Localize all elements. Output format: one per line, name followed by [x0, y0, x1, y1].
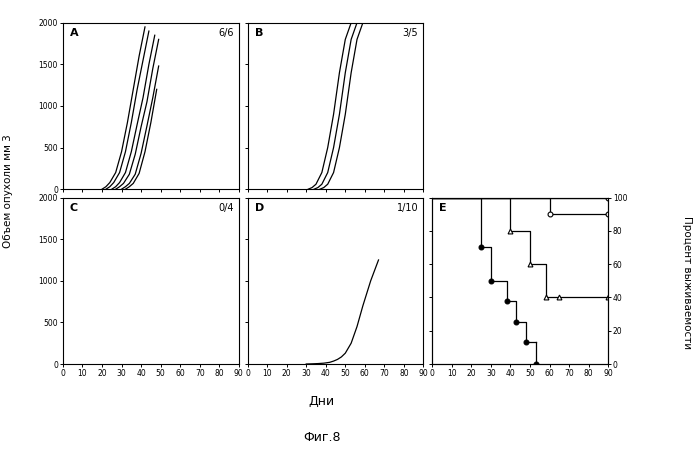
Text: 6/6: 6/6	[218, 28, 233, 38]
Text: Фиг.8: Фиг.8	[303, 431, 340, 445]
Text: 0/4: 0/4	[218, 202, 233, 212]
Text: E: E	[439, 202, 447, 212]
Text: Дни: Дни	[308, 395, 335, 408]
Text: B: B	[254, 28, 263, 38]
Text: A: A	[70, 28, 78, 38]
Text: Процент выживаемости: Процент выживаемости	[682, 216, 692, 349]
Text: D: D	[254, 202, 264, 212]
Text: 3/5: 3/5	[403, 28, 418, 38]
Text: Объем опухоли мм 3: Объем опухоли мм 3	[3, 134, 13, 248]
Text: C: C	[70, 202, 78, 212]
Text: 1/10: 1/10	[396, 202, 418, 212]
